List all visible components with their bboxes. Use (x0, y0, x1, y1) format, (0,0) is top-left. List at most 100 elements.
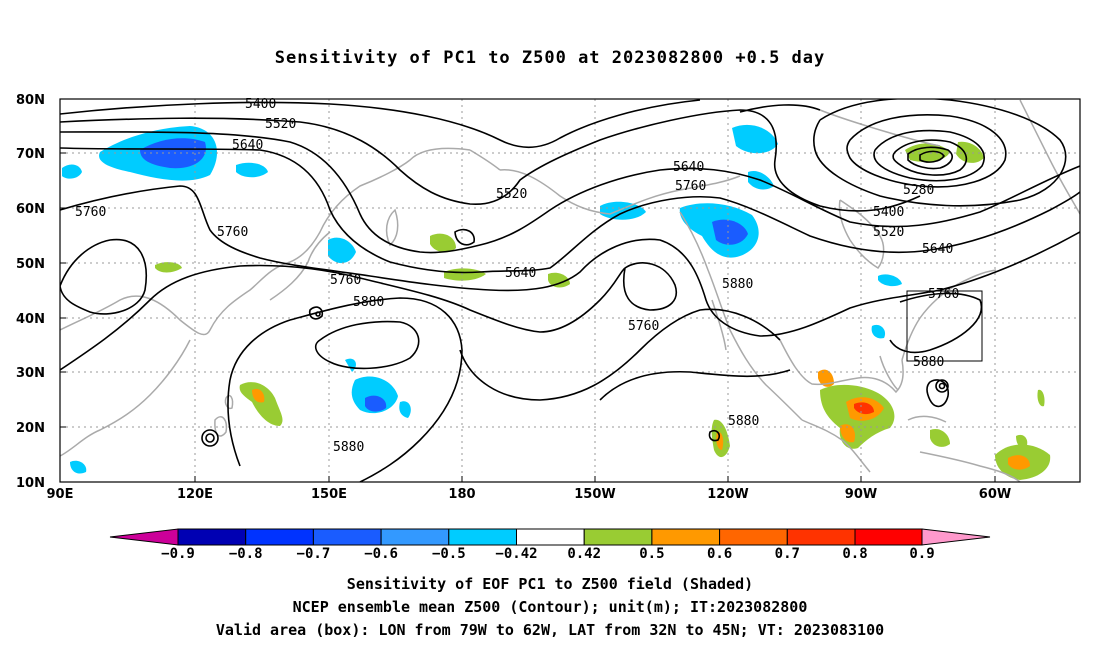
lon-label: 120E (177, 487, 213, 502)
lat-label: 60N (16, 202, 45, 217)
caption-shading: Sensitivity of EOF PC1 to Z500 field (Sh… (346, 575, 754, 593)
contour-line (907, 146, 953, 170)
colorbar-segment (516, 528, 585, 546)
coastline-na-east (901, 269, 997, 361)
shade-patch (351, 376, 398, 414)
contour-label: 5880 (722, 277, 753, 292)
colorbar-label: 0.9 (909, 546, 934, 562)
contour-label: 5880 (333, 440, 364, 455)
colorbar-label: 0.5 (639, 546, 664, 562)
colorbar-segment (380, 528, 450, 546)
contour-line (60, 131, 1080, 254)
colorbar-label: −0.6 (364, 546, 398, 562)
contour-line (454, 228, 475, 246)
shade-patch (854, 402, 874, 415)
map-frame (59, 98, 1081, 483)
coastline-kamchatka (385, 208, 399, 247)
colorbar-label: 0.6 (707, 546, 732, 562)
contour-label: 5640 (673, 160, 704, 175)
shade-patch (600, 201, 646, 220)
tropical-low (315, 311, 321, 317)
contour-line (227, 297, 463, 482)
contour-label: 5760 (928, 287, 959, 302)
coastlines (60, 99, 1080, 482)
colorbar-label: −0.42 (495, 546, 537, 562)
shade-patch (236, 162, 268, 178)
lon-label: 150E (311, 487, 347, 502)
contour-line (308, 306, 324, 320)
contour-line (60, 264, 626, 371)
contour-line (623, 262, 677, 311)
colorbar-segment (177, 528, 247, 546)
tropical-low (938, 382, 946, 390)
shade-patch (1037, 389, 1045, 407)
shade-patch (365, 395, 387, 412)
coastline-cuba (907, 415, 947, 423)
shade-patch (70, 460, 87, 474)
shade-patch (930, 428, 950, 447)
contour-labels: 5400 5520 5640 5760 5760 5520 5640 5760 … (75, 97, 959, 455)
lon-label: 60W (979, 487, 1011, 502)
shade-patch (548, 272, 570, 288)
coastline-taiwan (224, 394, 234, 410)
lon-label: 90W (845, 487, 877, 502)
caption-contour: NCEP ensemble mean Z500 (Contour); unit(… (292, 598, 808, 616)
valid-area-box (906, 290, 983, 362)
colorbar-segment (719, 528, 788, 546)
contour-label: 5520 (496, 187, 527, 202)
contour-label: 5520 (873, 225, 904, 240)
contour-line (708, 429, 721, 442)
contour-label: 5520 (265, 117, 296, 132)
colorbar-labels: −0.9 −0.8 −0.7 −0.6 −0.5 −0.42 0.42 0.5 … (161, 546, 935, 562)
contour-label: 5880 (913, 355, 944, 370)
contour-label: 5400 (245, 97, 276, 112)
contour-label: 5760 (330, 273, 361, 288)
colorbar-segment (583, 528, 653, 546)
contour-line (873, 129, 985, 182)
contour-line (813, 99, 1067, 207)
map-title: Sensitivity of PC1 to Z500 at 2023082800… (274, 48, 826, 68)
colorbar-label: −0.9 (161, 546, 195, 562)
shade-patch (399, 401, 411, 418)
colorbar-segment (854, 528, 923, 546)
contour-line (60, 185, 1080, 337)
tropical-low (935, 379, 949, 393)
colorbar-segment (921, 528, 991, 546)
contour-label: 5640 (922, 242, 953, 257)
shade-patch (956, 141, 984, 163)
colorbar (109, 528, 991, 546)
lat-label: 20N (16, 421, 45, 436)
coastline-greenland (1019, 99, 1080, 215)
contour-line (60, 99, 701, 149)
contour-line (926, 379, 950, 408)
caption-valid-area: Valid area (box): LON from 79W to 62W, L… (215, 621, 885, 639)
lat-label: 10N (16, 476, 45, 491)
contour-line (919, 150, 945, 163)
colorbar-segment (109, 528, 179, 546)
contour-line (739, 104, 821, 113)
shade-patch (252, 388, 265, 403)
colorbar-label: −0.8 (229, 546, 263, 562)
coastline-florida (879, 355, 899, 391)
contour-label: 5880 (728, 414, 759, 429)
shade-patch (328, 237, 356, 264)
contour-label: 5880 (353, 295, 384, 310)
contour-label: 5760 (75, 205, 106, 220)
lat-label: 50N (16, 257, 45, 272)
lon-label: 180 (448, 487, 475, 502)
coastline-bering (469, 149, 501, 171)
colorbar-label: 0.7 (775, 546, 800, 562)
contour-label: 5640 (505, 266, 536, 281)
shade-patch (239, 382, 283, 426)
contour-label: 5640 (232, 138, 263, 153)
coastline-gulf (779, 339, 904, 394)
coastline-asia (60, 147, 471, 336)
colorbar-segment (245, 528, 314, 546)
coastline-china-south (60, 339, 191, 457)
shade-patch (840, 424, 856, 443)
shade-patch (712, 219, 748, 245)
colorbar-segment (786, 528, 856, 546)
contour-label: 5760 (675, 179, 706, 194)
shade-patch (345, 358, 356, 372)
